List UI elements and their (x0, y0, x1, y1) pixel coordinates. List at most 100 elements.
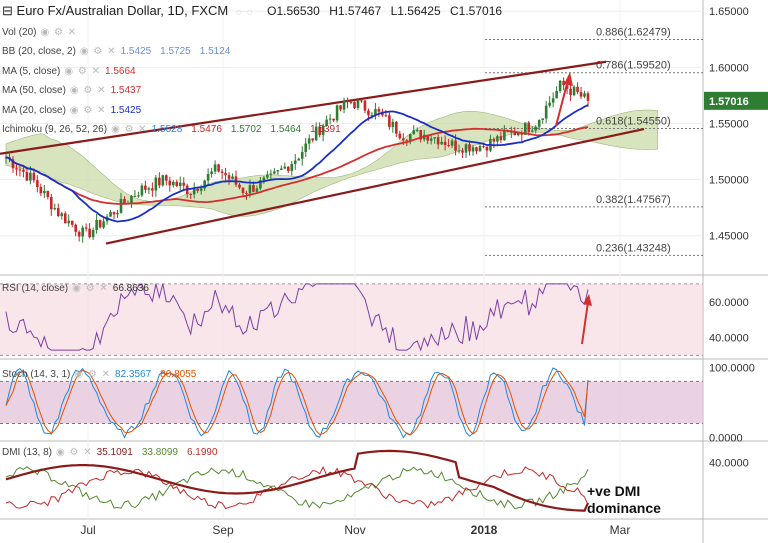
candle-body (450, 140, 454, 146)
candle-body (346, 100, 349, 102)
indicator-legend-name: MA (5, close) (2, 66, 61, 77)
candle-body (77, 231, 81, 237)
indicator-legend-name: Stoch (14, 3, 1) (2, 369, 71, 380)
candle-body (283, 166, 287, 169)
candle-body (360, 100, 363, 102)
indicator-legend-value: 66.8636 (112, 283, 149, 294)
candle-body (22, 169, 25, 172)
stoch-band (0, 381, 703, 424)
indicator-legend-value: 1.5664 (105, 66, 136, 77)
indicator-legend[interactable]: Vol (20) ◉ ⚙ ✕ (2, 27, 81, 38)
candle-body (293, 160, 297, 164)
indicator-legend[interactable]: MA (20, close) ◉ ⚙ ✕ 1.5425 (2, 105, 150, 116)
time-axis-tick-label: Mar (610, 523, 631, 537)
candle-body (175, 181, 179, 187)
candle-body (248, 185, 252, 194)
stoch-axis-tick-label: 0.0000 (709, 432, 743, 444)
indicator-controls-icon[interactable]: ◉ ⚙ ✕ (72, 283, 109, 294)
candle-body (457, 150, 461, 152)
candle-body (39, 187, 43, 194)
candles-group (4, 77, 590, 243)
candle-body (485, 146, 489, 151)
indicator-legend-name: MA (50, close) (2, 85, 66, 96)
indicator-legend-value: 1.5528 (151, 124, 183, 135)
indicator-legend[interactable]: BB (20, close, 2) ◉ ⚙ ✕ 1.5425 1.5725 1.5124 (2, 46, 239, 57)
candle-body (182, 182, 186, 186)
candle-body (482, 146, 485, 148)
indicator-legend-value: 1.5425 (110, 105, 142, 116)
candle-body (140, 185, 144, 196)
candle-body (349, 101, 353, 103)
candle-body (266, 174, 269, 178)
indicator-legend[interactable]: DMI (13, 8) ◉ ⚙ ✕ 35.1091 33.8099 6.1990 (2, 447, 227, 458)
indicator-legend-value: 1.5425 (120, 46, 152, 57)
indicator-legend[interactable]: RSI (14, close) ◉ ⚙ ✕ 66.8636 (2, 283, 158, 294)
candle-body (541, 118, 544, 120)
indicator-controls-icon[interactable]: ◉ ⚙ ✕ (64, 66, 101, 77)
indicator-legend-value: 1.5702 (230, 124, 262, 135)
fib-level-label: 0.786(1.59520) (596, 60, 671, 72)
candle-body (544, 105, 548, 119)
candle-body (454, 140, 457, 151)
candle-body (46, 190, 50, 198)
candle-body (252, 185, 255, 192)
candle-body (583, 93, 586, 97)
candle-body (311, 138, 314, 141)
dmi-adx-line (5, 449, 589, 512)
indicator-legend[interactable]: Ichimoku (9, 26, 52, 26) ◉ ⚙ ✕ 1.5528 1.547… (2, 124, 350, 135)
indicator-legend-name: Vol (20) (2, 27, 37, 38)
candle-body (269, 173, 273, 175)
candle-body (238, 184, 241, 188)
candle-body (398, 133, 402, 139)
candle-body (576, 86, 579, 93)
candle-body (318, 126, 321, 135)
candle-body (586, 93, 590, 101)
candle-body (551, 98, 555, 103)
indicator-controls-icon[interactable]: ◉ ⚙ ✕ (79, 46, 117, 57)
candle-body (29, 172, 32, 181)
candle-body (130, 195, 133, 204)
collapse-icon[interactable]: ⊟ (2, 3, 13, 18)
candle-body (95, 220, 98, 230)
candle-body (405, 140, 409, 142)
candle-body (363, 100, 367, 111)
candle-body (356, 100, 360, 109)
indicator-legend[interactable]: Stoch (14, 3, 1) ◉ ⚙ ✕ 82.3567 80.8055 (2, 369, 205, 380)
indicator-controls-icon[interactable]: ◉ ⚙ ✕ (111, 124, 148, 135)
candle-body (433, 137, 436, 139)
symbol-controls-icon[interactable]: ◌ ◌ (235, 7, 254, 18)
indicator-legend-value: 82.3567 (115, 369, 152, 380)
indicator-legend-name: RSI (14, close) (2, 283, 69, 294)
candle-body (555, 90, 558, 99)
indicator-controls-icon[interactable]: ◉ ⚙ ✕ (40, 27, 78, 38)
indicator-legend-value: 80.8055 (160, 369, 197, 380)
indicator-controls-icon[interactable]: ◉ ⚙ ✕ (56, 447, 93, 458)
candle-body (300, 151, 304, 159)
candle-body (178, 182, 182, 187)
indicator-controls-icon[interactable]: ◉ ⚙ ✕ (69, 105, 107, 116)
candle-body (199, 188, 203, 191)
indicator-legend-value: 1.5476 (191, 124, 222, 135)
candle-body (112, 212, 116, 215)
candle-body (342, 100, 346, 110)
candle-body (241, 187, 245, 194)
stoch-k-line (5, 367, 589, 439)
indicator-controls-icon[interactable]: ◉ ⚙ ✕ (74, 369, 112, 380)
indicator-legend[interactable]: MA (50, close) ◉ ⚙ ✕ 1.5437 (2, 85, 150, 96)
stoch-d-line (5, 369, 589, 436)
candle-body (53, 208, 57, 210)
indicator-legend[interactable]: MA (5, close) ◉ ⚙ ✕ 1.5664 (2, 66, 145, 77)
candle-body (374, 109, 377, 116)
candle-body (513, 131, 517, 136)
close-value: C1.57016 (450, 4, 503, 18)
candle-body (335, 105, 339, 121)
candle-body (569, 88, 572, 96)
candle-body (67, 220, 71, 224)
candle-body (419, 130, 423, 140)
candle-body (516, 132, 520, 136)
candle-body (321, 125, 325, 135)
chart-title-row: ⊟ Euro Fx/Australian Dollar, 1D, FXCM ◌ … (2, 3, 508, 19)
candle-body (81, 227, 84, 237)
indicator-controls-icon[interactable]: ◉ ⚙ ✕ (69, 85, 107, 96)
